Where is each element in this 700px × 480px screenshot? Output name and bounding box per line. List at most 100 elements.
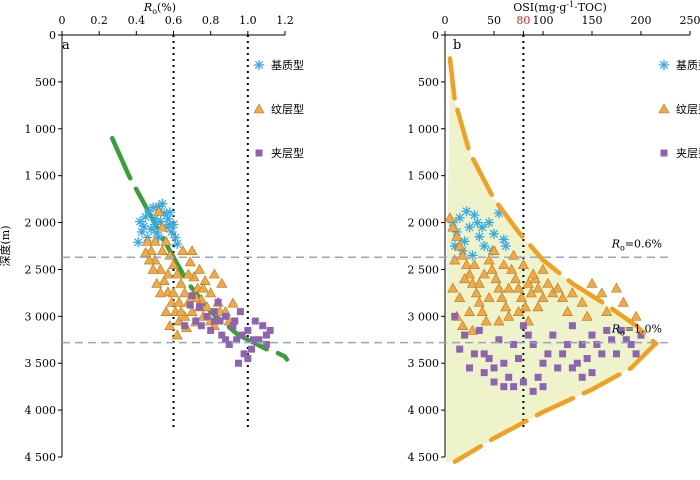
series-triangle <box>444 212 642 335</box>
triangle-point <box>517 259 529 270</box>
x-tick-label: 0.6 <box>165 14 183 27</box>
triangle-point <box>164 320 176 331</box>
panel-label-a: a <box>62 38 70 53</box>
triangle-point <box>512 306 525 316</box>
triangle-point <box>512 282 525 293</box>
asterisk-point-stroke <box>150 220 159 229</box>
triangle-point <box>162 268 174 279</box>
triangle-point <box>167 259 180 270</box>
triangle-point <box>503 310 515 321</box>
square-point <box>249 336 257 344</box>
triangle-point <box>515 291 527 302</box>
square-point <box>637 331 645 339</box>
legend-square-label: 夹层型 <box>271 146 304 160</box>
square-point <box>632 350 640 358</box>
x-tick-label: 0.8 <box>202 14 220 27</box>
legend-square-marker <box>660 149 668 157</box>
square-point <box>480 350 488 358</box>
asterisk-point-stroke <box>485 218 494 227</box>
square-point <box>181 322 189 330</box>
asterisk-point-stroke <box>148 203 158 212</box>
square-point <box>588 369 596 377</box>
asterisk-point-stroke <box>165 208 174 217</box>
triangle-point <box>208 268 220 279</box>
triangle-point <box>527 268 539 279</box>
square-point <box>210 317 218 325</box>
square-point <box>529 340 537 348</box>
legend-triangle-label: 纹层型 <box>676 102 700 116</box>
triangle-point <box>160 306 172 316</box>
square-point <box>240 350 248 358</box>
asterisk-point <box>172 239 183 250</box>
triangle-point <box>153 205 165 216</box>
triangle-point <box>496 291 508 302</box>
square-point <box>622 336 630 344</box>
ro-label-rest: =1.0% <box>625 323 662 336</box>
triangle-point <box>500 301 512 312</box>
triangle-point <box>473 277 485 288</box>
asterisk-point <box>149 219 160 230</box>
y-tick-label: 4 000 <box>408 404 440 417</box>
triangle-point <box>586 277 598 288</box>
triangle-point <box>171 268 183 279</box>
x-axis-label-a-main: R <box>143 1 152 14</box>
square-point <box>510 340 518 348</box>
ro-label-sub: o <box>620 243 625 252</box>
triangle-point <box>561 306 574 316</box>
square-point <box>188 292 196 300</box>
triangle-point <box>171 329 183 340</box>
triangle-point <box>197 282 209 293</box>
square-point <box>510 383 518 391</box>
triangle-point <box>532 301 544 312</box>
asterisk-point-stroke <box>465 223 474 232</box>
square-point <box>255 336 263 344</box>
triangle-point <box>216 277 228 288</box>
triangle-point <box>478 268 490 279</box>
triangle-point <box>542 277 554 288</box>
asterisk-point-stroke <box>475 232 484 241</box>
square-point <box>490 364 498 372</box>
square-point <box>515 355 522 363</box>
square-point <box>485 355 493 363</box>
asterisk-point-stroke <box>134 238 143 247</box>
square-point <box>490 378 498 386</box>
legend-asterisk-label: 基质型 <box>676 58 700 72</box>
triangle-point <box>186 245 198 255</box>
square-point <box>500 383 508 391</box>
square-point <box>186 301 194 309</box>
y-tick-label: 0 <box>432 29 439 42</box>
square-point <box>197 322 205 330</box>
triangle-point <box>141 235 153 246</box>
square-point <box>244 326 252 334</box>
triangle-point <box>147 263 159 274</box>
asterisk-point-stroke <box>460 237 469 246</box>
square-point <box>218 331 226 339</box>
square-point <box>500 359 508 367</box>
y-tick-label: 1 500 <box>25 170 57 183</box>
triangle-point <box>630 310 642 321</box>
asterisk-point <box>461 206 472 217</box>
y-tick-label: 500 <box>418 76 439 89</box>
x-axis-label-b-pre: OSI(mg·g <box>513 1 566 14</box>
triangle-point <box>151 277 163 288</box>
square-point <box>519 378 527 386</box>
square-point <box>608 336 616 344</box>
asterisk-point-stroke <box>499 235 508 244</box>
triangle-point <box>617 296 629 307</box>
square-point <box>262 331 270 339</box>
square-point <box>593 340 601 348</box>
envelope-outline <box>447 56 659 464</box>
triangle-point <box>480 315 492 326</box>
square-point <box>495 336 503 344</box>
legend-asterisk-marker <box>254 60 264 70</box>
square-point <box>192 317 200 325</box>
square-point <box>231 317 239 325</box>
triangle-point <box>463 268 476 279</box>
trend-line <box>109 135 290 362</box>
square-point <box>210 308 218 316</box>
square-point <box>470 350 478 358</box>
asterisk-point-stroke <box>489 229 499 238</box>
square-point <box>248 345 256 353</box>
plot-area-b: 0 50 100 150 200 250 80 0 500 1 000 1 500 2 000 2 50… <box>408 14 700 464</box>
